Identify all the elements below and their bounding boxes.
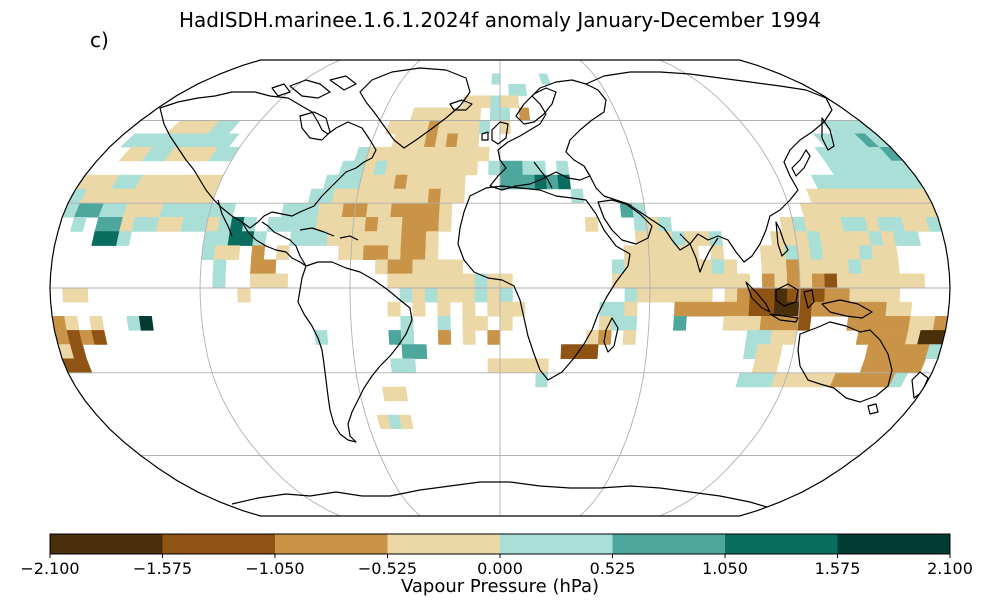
anomaly-cell xyxy=(622,330,637,345)
colorbar-bin xyxy=(162,534,276,554)
colorbar-tick-label: 1.575 xyxy=(814,559,861,578)
coastline-asia xyxy=(583,71,833,263)
colorbar-label: Vapour Pressure (hPa) xyxy=(400,576,600,597)
coastline-hispaniola xyxy=(339,235,359,241)
coastline-greenland xyxy=(359,67,471,149)
anomaly-cell xyxy=(314,330,329,345)
coastline-sulawesi xyxy=(803,289,815,309)
colorbar-tick-label: −1.050 xyxy=(245,559,305,578)
anomaly-cell xyxy=(438,217,452,232)
coastline-arabia xyxy=(597,199,653,245)
anomaly-cell xyxy=(398,414,414,430)
coastline-tasmania xyxy=(867,403,879,415)
coastline-hudson-bay xyxy=(299,111,331,141)
anomaly-cell xyxy=(465,160,478,176)
anomaly-cell xyxy=(275,245,290,260)
colorbar-bin xyxy=(500,534,613,554)
coastline-taiwan-philippines xyxy=(775,221,789,257)
anomaly-cell xyxy=(462,330,476,345)
anomaly-cell xyxy=(516,84,528,96)
coastline-japan xyxy=(791,149,811,177)
anomaly-cell xyxy=(226,245,241,260)
anomaly-cell xyxy=(393,386,409,402)
colorbar-bin xyxy=(50,534,163,554)
coastline-cuba xyxy=(299,227,335,237)
colorbar-bin xyxy=(612,534,726,554)
colorbar-bin xyxy=(275,534,388,554)
coastline-baja xyxy=(217,199,233,237)
coastline-italy xyxy=(533,161,553,189)
coastline-new-guinea xyxy=(821,299,873,319)
colorbar-tick-label: 0.525 xyxy=(589,559,636,578)
coastline-arctic-islands xyxy=(271,75,357,99)
coastline-south-america xyxy=(297,261,413,443)
anomaly-cell xyxy=(413,344,428,359)
colorbar-tick-label: 0.000 xyxy=(477,559,523,578)
anomaly-cell xyxy=(584,217,599,232)
colorbar-tick-label: 1.050 xyxy=(702,559,748,578)
coastline-central-america xyxy=(241,221,307,267)
anomaly-cell xyxy=(116,231,133,246)
colorbar-bin xyxy=(837,534,951,554)
anomaly-cell xyxy=(412,301,426,317)
coastline-antarctica xyxy=(231,481,771,509)
panel-label: c) xyxy=(90,28,109,52)
coastline-sumatra xyxy=(745,281,771,313)
map-title: HadISDH.marinee.1.6.1.2024f anomaly Janu… xyxy=(178,8,822,32)
anomaly-cells xyxy=(51,73,949,430)
coastline-north-america xyxy=(159,91,377,229)
anomaly-cell xyxy=(91,330,108,345)
coastline-iceland xyxy=(449,99,473,111)
colorbar-bin xyxy=(387,534,501,554)
coastline-british-isles xyxy=(481,121,509,145)
anomaly-cell xyxy=(584,344,599,359)
coastline-java xyxy=(769,313,799,323)
anomaly-cell xyxy=(673,316,687,331)
coastline-madagascar xyxy=(603,317,619,353)
coastline-india xyxy=(679,233,719,273)
colorbar-tick-label: −0.525 xyxy=(357,559,418,578)
anomaly-cell xyxy=(904,231,922,246)
coastline-borneo xyxy=(775,283,799,307)
anomaly-cell xyxy=(69,217,87,232)
coastline-europe xyxy=(489,79,607,191)
coastline-africa xyxy=(457,185,631,381)
colorbar-tick-label: −2.100 xyxy=(20,559,80,578)
anomaly-cell xyxy=(437,330,452,345)
coastline-kamchatka xyxy=(821,117,835,151)
anomaly-cell xyxy=(138,316,154,331)
colorbar-tick-label: −1.575 xyxy=(132,559,193,578)
coastline-scandinavia xyxy=(515,87,557,125)
colorbar-tick-label: 2.100 xyxy=(927,559,973,578)
coastline-australia xyxy=(797,321,893,403)
colorbar-bin xyxy=(725,534,838,554)
globe-outline xyxy=(49,59,951,517)
